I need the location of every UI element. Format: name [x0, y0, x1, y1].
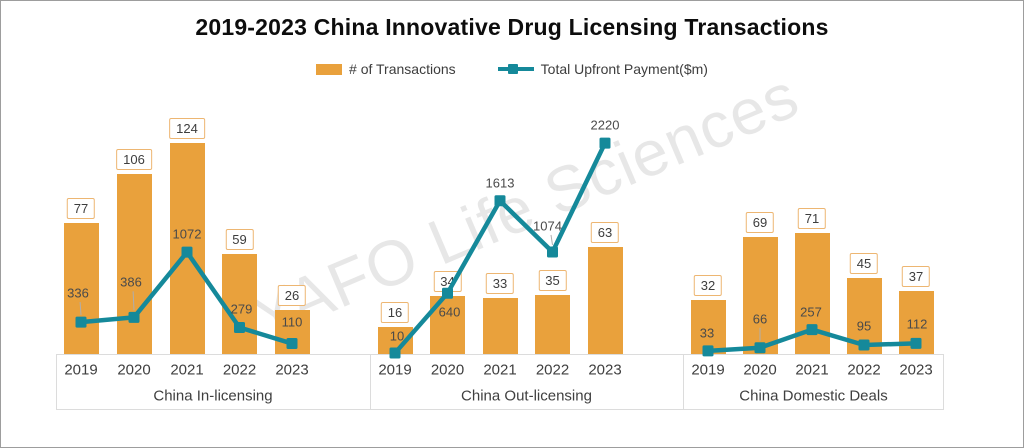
- x-tick-label: 2023: [899, 361, 933, 379]
- x-tick-label: 2022: [222, 361, 257, 379]
- x-tick-label: 2019: [691, 361, 725, 379]
- bar-swatch-icon: [316, 63, 343, 75]
- line-value-label: 1613: [485, 175, 515, 191]
- bar: [587, 246, 623, 354]
- bar-value-label: 16: [380, 301, 410, 323]
- line-value-label: 10: [389, 328, 405, 344]
- line-value-label: 640: [438, 304, 461, 320]
- x-tick-label: 2022: [535, 361, 570, 379]
- x-tick-label: 2020: [743, 361, 777, 379]
- chart-title: 2019-2023 China Innovative Drug Licensin…: [195, 14, 829, 40]
- bar-value-label: 69: [745, 211, 775, 233]
- line-value-label: 66: [752, 311, 768, 327]
- line-swatch-marker: [507, 64, 518, 74]
- bar: [742, 236, 778, 354]
- panel-title: China In-licensing: [153, 387, 273, 405]
- bar-value-label: 106: [116, 148, 152, 170]
- line-value-label: 336: [67, 285, 89, 301]
- bar-value-label: 33: [485, 272, 515, 294]
- x-tick-label: 2021: [170, 361, 204, 379]
- x-tick-label: 2019: [64, 361, 98, 379]
- bar-value-label: 77: [66, 198, 96, 220]
- bar-value-label: 34: [433, 271, 462, 293]
- bar: [535, 294, 570, 354]
- bar: [794, 233, 830, 354]
- bar-value-label: 59: [225, 228, 254, 250]
- bar-value-label: 37: [901, 266, 931, 288]
- line-value-label: 386: [120, 274, 142, 290]
- line-value-label: 257: [800, 304, 822, 320]
- bar-value-label: 45: [849, 252, 879, 274]
- bar-value-label: 71: [797, 208, 827, 230]
- bar: [846, 277, 882, 354]
- bar: [169, 143, 205, 354]
- x-tick-label: 2020: [430, 361, 465, 379]
- x-tick-label: 2021: [483, 361, 517, 379]
- label-leader-line: [550, 234, 553, 246]
- x-tick-label: 2021: [795, 361, 829, 379]
- line-value-label: 2220: [590, 117, 620, 133]
- x-tick-label: 2023: [588, 361, 622, 379]
- bar: [116, 173, 152, 354]
- axis-band-divider: [370, 355, 371, 409]
- line-swatch-icon: [497, 63, 534, 75]
- line-value-label: 112: [906, 316, 928, 332]
- x-tick-label: 2022: [847, 361, 881, 379]
- bar-value-label: 35: [538, 269, 567, 291]
- line-value-label: 110: [281, 314, 303, 330]
- bar-value-label: 124: [169, 118, 205, 140]
- axis-band-divider: [683, 355, 684, 409]
- legend: # of Transactions Total Upfront Payment(…: [1, 57, 1023, 81]
- line-value-label: 95: [856, 318, 872, 334]
- legend-item-upfront: Total Upfront Payment($m): [497, 61, 708, 77]
- bar-value-label: 32: [693, 274, 723, 296]
- line-marker: [494, 195, 506, 207]
- legend-label-transactions: # of Transactions: [349, 61, 456, 77]
- x-tick-label: 2023: [275, 361, 309, 379]
- panel-title: China Out-licensing: [461, 387, 592, 405]
- line-value-label: 1074: [533, 218, 562, 234]
- x-tick-label: 2019: [378, 361, 412, 379]
- bar-value-label: 26: [277, 284, 307, 306]
- legend-item-transactions: # of Transactions: [316, 61, 456, 77]
- legend-label-upfront: Total Upfront Payment($m): [540, 61, 708, 77]
- line-marker: [599, 137, 611, 149]
- bar-value-label: 63: [590, 221, 620, 243]
- panel-title: China Domestic Deals: [739, 387, 888, 405]
- line-value-label: 33: [699, 325, 715, 341]
- x-tick-label: 2020: [117, 361, 151, 379]
- bar: [482, 297, 518, 354]
- line-value-label: 1072: [172, 226, 202, 242]
- line-value-label: 279: [230, 301, 253, 317]
- line-marker: [547, 246, 558, 258]
